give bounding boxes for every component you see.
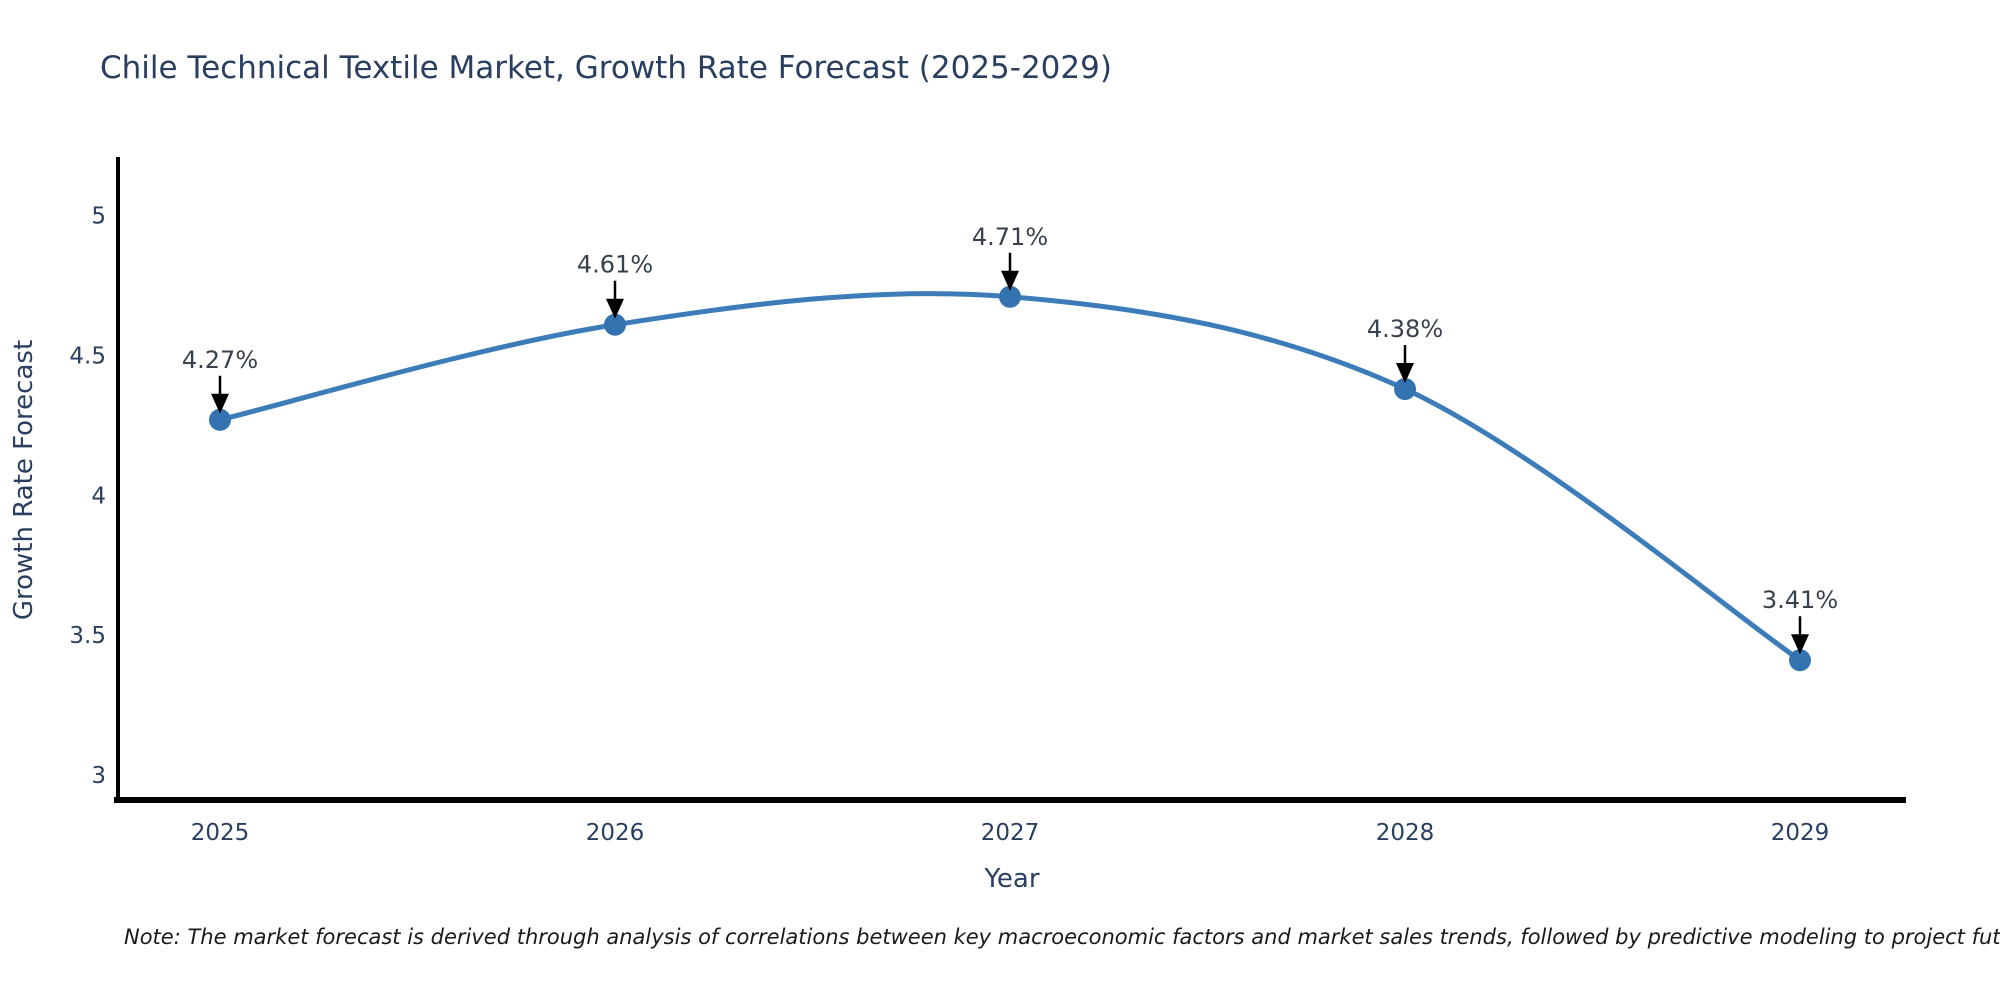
annotation-arrowhead <box>1396 363 1414 384</box>
y-tick-label: 4 <box>91 483 106 509</box>
x-axis-title: Year <box>983 864 1039 894</box>
point-label-2026: 4.61% <box>577 251 653 279</box>
y-tick-label: 4.5 <box>69 343 106 369</box>
y-tick-label: 5 <box>91 204 106 230</box>
data-point-2025[interactable] <box>209 408 231 431</box>
annotation-arrowhead <box>1791 634 1809 655</box>
x-tick-label: 2029 <box>1771 820 1830 846</box>
x-tick-label: 2026 <box>586 820 645 846</box>
x-tick-label: 2025 <box>191 820 250 846</box>
annotation-arrowhead <box>1001 270 1019 291</box>
annotation-arrowhead <box>211 393 229 414</box>
point-label-2029: 3.41% <box>1762 586 1838 614</box>
forecast-line <box>217 291 1803 663</box>
data-point-2029[interactable] <box>1789 649 1811 672</box>
y-axis-title: Growth Rate Forecast <box>9 340 39 620</box>
footnote: Note: The market forecast is derived thr… <box>124 925 2000 949</box>
line-series <box>209 285 1811 672</box>
point-label-2025: 4.27% <box>182 346 258 374</box>
data-point-2028[interactable] <box>1394 378 1416 401</box>
point-label-2027: 4.71% <box>972 223 1048 251</box>
point-annotations: 4.27% 4.61% 4.71% 4.38% 3.41% <box>182 223 1838 655</box>
annotation-arrowhead <box>606 298 624 319</box>
data-point-2027[interactable] <box>999 285 1021 308</box>
y-tick-label: 3.5 <box>69 623 106 649</box>
point-label-2028: 4.38% <box>1367 315 1443 343</box>
y-axis-tick-labels: 3 3.5 4 4.5 5 <box>69 204 106 789</box>
x-tick-label: 2028 <box>1376 820 1435 846</box>
chart-title: Chile Technical Textile Market, Growth R… <box>100 50 1112 86</box>
x-tick-label: 2027 <box>981 820 1040 846</box>
y-tick-label: 3 <box>91 763 106 789</box>
x-axis-tick-labels: 2025 2026 2027 2028 2029 <box>191 820 1830 846</box>
data-point-2026[interactable] <box>604 313 626 336</box>
